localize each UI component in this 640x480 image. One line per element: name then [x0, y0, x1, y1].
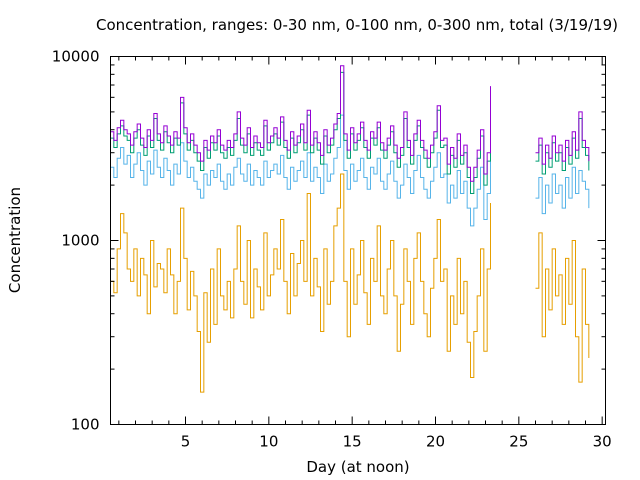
y-axis-label: Concentration — [6, 187, 24, 293]
series-0-300-nm — [110, 71, 590, 195]
series-0-100-nm — [110, 114, 590, 227]
series-line-segment — [535, 166, 590, 215]
y-tick-label: 100 — [71, 416, 100, 434]
chart-title: Concentration, ranges: 0-30 nm, 0-100 nm… — [96, 16, 618, 34]
x-tick-label: 30 — [593, 433, 612, 451]
series-line-segment — [535, 111, 590, 165]
x-tick-label: 10 — [259, 433, 278, 451]
series-line-segment — [110, 114, 491, 227]
y-tick-label: 1000 — [61, 232, 99, 250]
x-axis-label: Day (at noon) — [306, 458, 409, 476]
plot-frame — [110, 56, 606, 425]
series-0-30-nm — [110, 173, 590, 393]
x-tick-label: 5 — [181, 433, 191, 451]
series-line-segment — [110, 65, 491, 182]
x-tick-label: 20 — [426, 433, 445, 451]
series-line-segment — [110, 173, 491, 393]
series-line-segment — [535, 118, 590, 175]
series-line-segment — [535, 232, 590, 383]
y-tick-label: 10000 — [52, 48, 100, 66]
series-total — [110, 65, 590, 182]
x-tick-label: 15 — [343, 433, 362, 451]
x-axis: 5 10 15 20 25 30 — [118, 56, 612, 451]
y-axis: 100 1000 10000 — [52, 48, 606, 434]
plot-series — [110, 65, 590, 393]
x-tick-label: 25 — [509, 433, 528, 451]
